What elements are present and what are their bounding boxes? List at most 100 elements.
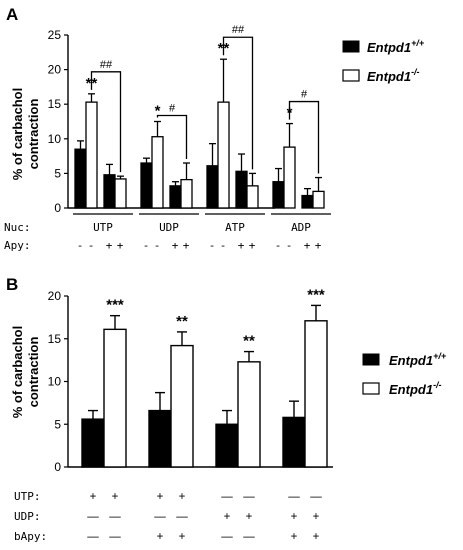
y-tick-label: 0 <box>54 201 61 215</box>
apy-mark: - <box>220 239 227 252</box>
bar-wt <box>215 423 239 468</box>
panel-a-apy-label: Apy: <box>4 239 31 252</box>
bar-ko <box>237 361 261 468</box>
significance-mark: *** <box>106 297 124 314</box>
apy-mark: + <box>238 239 245 252</box>
bar-ko <box>304 320 328 468</box>
condition-mark: + <box>224 511 231 523</box>
condition-mark: — <box>243 531 255 543</box>
apy-mark: + <box>249 239 256 252</box>
bar-wt <box>301 194 314 209</box>
apy-mark: - <box>143 239 150 252</box>
condition-mark: + <box>291 531 298 543</box>
condition-mark: + <box>246 511 253 523</box>
condition-mark: + <box>291 511 298 523</box>
significance-mark: *** <box>307 286 325 303</box>
legend-a-wt-swatch <box>342 40 360 53</box>
bracket-mark: ## <box>232 24 245 36</box>
condition-mark: — <box>87 511 99 523</box>
condition-mark: + <box>90 491 97 503</box>
bar-ko <box>170 344 194 468</box>
apy-mark: + <box>172 239 179 252</box>
legend-b-ko-swatch <box>362 382 380 395</box>
condition-mark: — <box>87 531 99 543</box>
bar-wt <box>235 170 248 209</box>
y-tick-label: 20 <box>48 63 62 77</box>
bar-ko <box>85 101 98 209</box>
bar-wt <box>103 174 116 209</box>
apy-mark: + <box>106 239 113 252</box>
y-tick-label: 10 <box>48 375 62 389</box>
significance-mark: * <box>155 103 161 120</box>
bar-ko <box>180 178 193 209</box>
condition-mark: — <box>310 491 322 503</box>
bar-wt <box>148 409 172 468</box>
condition-mark: + <box>313 531 320 543</box>
apy-mark: - <box>275 239 282 252</box>
bar-wt <box>206 165 219 209</box>
apy-mark: + <box>315 239 322 252</box>
y-tick-label: 5 <box>54 417 61 431</box>
bar-wt <box>74 148 87 209</box>
legend-a-ko-swatch <box>342 69 360 82</box>
comparison-bracket <box>288 100 320 174</box>
bar-ko <box>114 178 127 209</box>
y-tick-label: 10 <box>48 132 62 146</box>
bracket-mark: # <box>301 89 308 101</box>
condition-mark: + <box>157 491 164 503</box>
apy-mark: - <box>286 239 293 252</box>
bar-wt <box>81 418 105 468</box>
bar-ko <box>217 101 230 209</box>
bar-ko <box>283 146 296 209</box>
comparison-bracket <box>90 71 122 173</box>
condition-mark: + <box>112 491 119 503</box>
condition-mark: — <box>154 511 166 523</box>
bar-wt <box>272 181 285 209</box>
comparison-bracket <box>156 114 188 160</box>
panel-a-nuc-label: Nuc: <box>4 221 31 234</box>
y-tick-label: 15 <box>48 332 62 346</box>
y-tick-label: 5 <box>54 166 61 180</box>
bar-ko <box>246 185 259 209</box>
panel-a-letter: A <box>6 5 18 24</box>
y-tick-label: 20 <box>48 289 62 303</box>
condition-mark: — <box>288 491 300 503</box>
apy-mark: + <box>304 239 311 252</box>
significance-mark: ** <box>243 333 255 350</box>
apy-mark: - <box>209 239 216 252</box>
comparison-bracket <box>222 36 254 170</box>
panel-a-ylabel-line1: % of carbachol <box>10 88 25 180</box>
apy-mark: - <box>77 239 84 252</box>
panel-b-ylabel-line2: contraction <box>26 337 41 408</box>
y-tick-label: 25 <box>48 28 62 42</box>
bracket-mark: ## <box>100 59 113 71</box>
bar-ko <box>151 136 164 209</box>
bar-ko <box>103 328 127 468</box>
legend-a-ko-label: Entpd1-/- <box>367 67 420 84</box>
group-label: UTP <box>93 221 113 234</box>
apy-mark: - <box>154 239 161 252</box>
group-label: ADP <box>291 221 311 234</box>
bar-wt <box>169 185 182 209</box>
condition-mark: — <box>243 491 255 503</box>
bar-wt <box>282 416 306 468</box>
bar-ko <box>312 190 325 209</box>
apy-mark: + <box>117 239 124 252</box>
condition-mark: — <box>109 511 121 523</box>
condition-mark: — <box>176 511 188 523</box>
apy-mark: - <box>88 239 95 252</box>
panel-b-bapy-label: bApy: <box>14 530 47 543</box>
panel-a-ylabel-line2: contraction <box>26 99 41 170</box>
panel-b-utp-label: UTP: <box>14 490 41 503</box>
y-tick-label: 15 <box>48 97 62 111</box>
bracket-mark: # <box>169 103 176 115</box>
panel-b-letter: B <box>6 275 18 294</box>
condition-mark: + <box>179 491 186 503</box>
legend-a-wt-label: Entpd1+/+ <box>367 38 425 55</box>
apy-mark: + <box>183 239 190 252</box>
legend-b-ko-label: Entpd1-/- <box>389 380 442 397</box>
condition-mark: + <box>157 531 164 543</box>
